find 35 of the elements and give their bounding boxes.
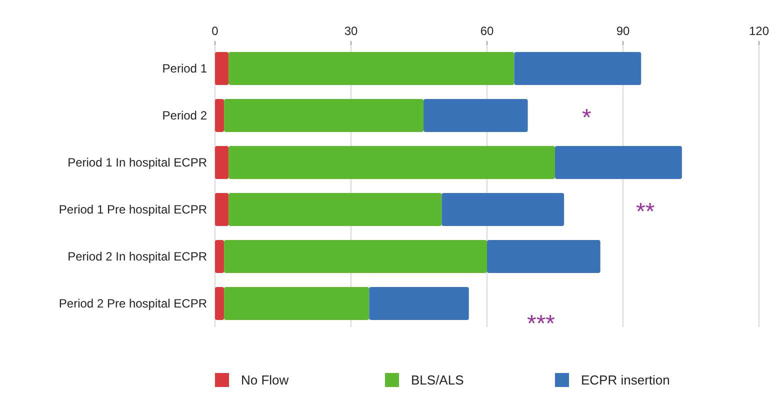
bar [215,146,229,179]
annotation: *** [527,310,556,338]
bar [228,52,514,85]
bar [487,240,600,273]
bar [215,240,224,273]
bar [514,52,642,85]
x-tick-label: 60 [480,24,494,38]
annotation: * [582,104,592,132]
bar [442,193,564,226]
y-tick-label: Period 2 Pre hospital ECPR [58,296,208,311]
bar [215,52,229,85]
bar [215,287,224,320]
legend-label: No Flow [241,372,290,388]
y-tick-label: Period 2 In hospital ECPR [68,250,208,264]
y-tick-label: Period 2 [162,108,208,123]
bar [224,240,487,273]
bar [424,99,528,132]
bar [228,193,442,226]
y-tick-label: Period 1 [162,62,208,76]
bar [224,287,370,320]
x-tick-label: 30 [344,24,358,38]
bar [555,146,682,179]
bar [215,99,224,132]
bar [228,146,555,179]
legend-label: BLS/ALS [411,372,464,388]
x-tick-label: 90 [616,24,630,38]
y-tick-label: Period 1 In hospital ECPR [68,156,208,170]
annotation: ** [636,198,655,226]
x-tick-label: 0 [212,24,219,38]
bar [369,287,469,320]
bar [224,99,424,132]
y-tick-label: Period 1 Pre hospital ECPR [58,202,208,217]
bar [215,193,229,226]
legend-label: ECPR insertion [581,372,670,388]
x-tick-label: 120 [748,24,770,38]
